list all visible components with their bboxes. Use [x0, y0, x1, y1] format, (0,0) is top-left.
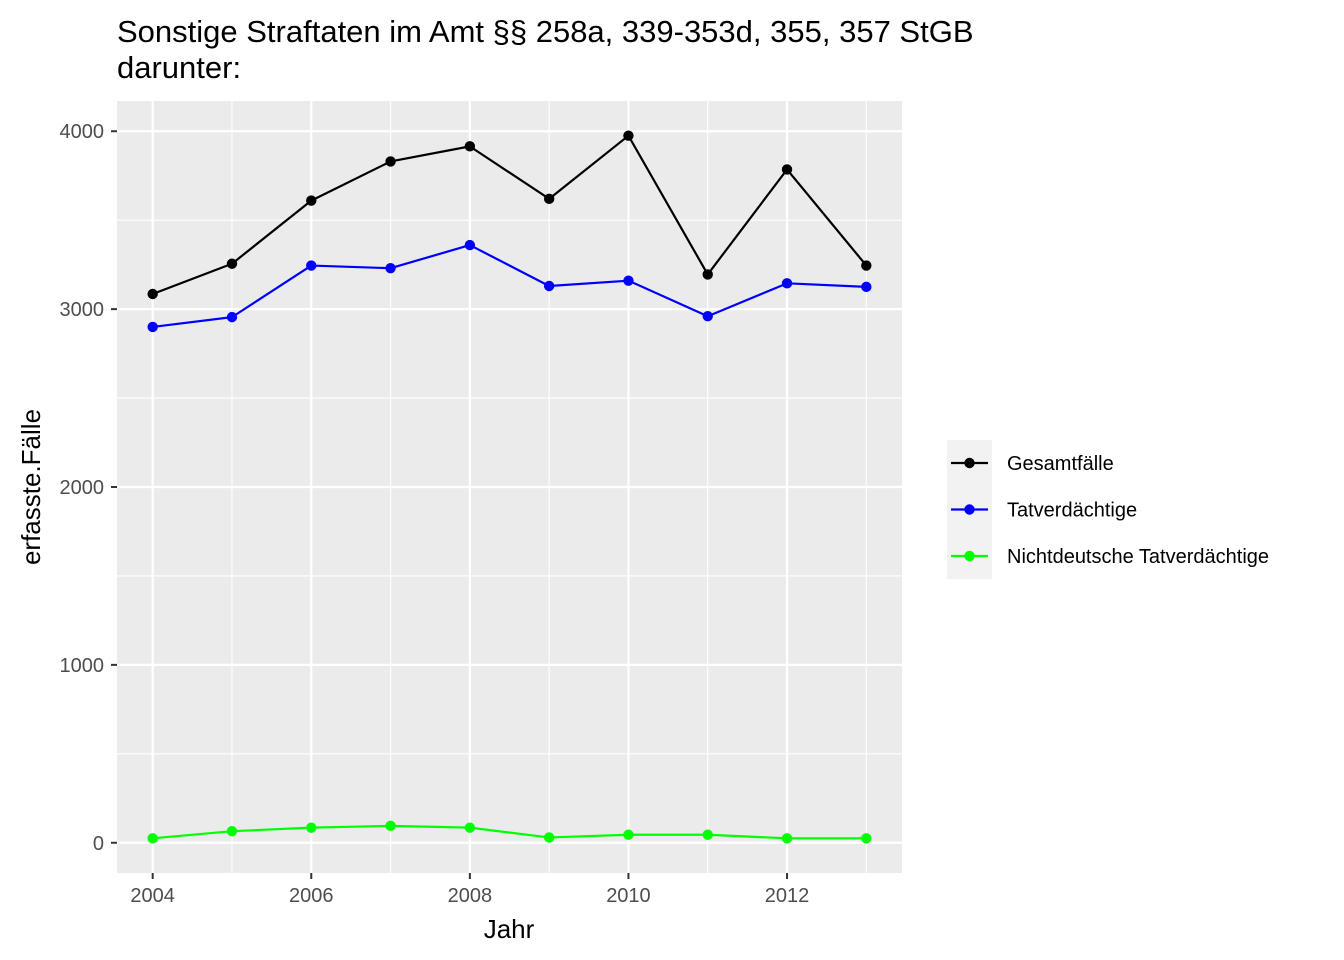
data-point-series-2: [226, 311, 238, 323]
data-point-series-1: [147, 288, 158, 300]
data-point-series-3: [385, 820, 396, 832]
legend-key-point-1: [964, 457, 975, 469]
data-point-series-2: [385, 263, 396, 274]
data-point-series-3: [702, 829, 713, 840]
data-point-series-2: [781, 278, 793, 289]
data-point-series-2: [702, 311, 713, 322]
x-tick-label: 2008: [448, 885, 493, 907]
data-point-series-3: [623, 829, 634, 840]
chart-title: Sonstige Straftaten im Amt §§ 258a, 339-…: [117, 14, 974, 49]
legend-key-point-3: [964, 550, 975, 562]
data-point-series-1: [385, 156, 396, 167]
data-point-series-1: [781, 164, 793, 175]
data-point-series-1: [861, 260, 872, 271]
x-tick-label: 2010: [606, 885, 651, 907]
axis-ticks: [111, 130, 789, 879]
data-point-series-2: [464, 239, 476, 251]
legend-label-1: Gesamtfälle: [1007, 453, 1114, 475]
x-tick-label: 2004: [130, 885, 175, 907]
data-point-series-1: [623, 130, 634, 141]
chart-subtitle: darunter:: [117, 50, 241, 85]
data-point-series-3: [306, 822, 317, 833]
data-point-series-1: [464, 141, 476, 152]
data-point-series-3: [464, 822, 476, 833]
data-point-series-2: [306, 260, 317, 271]
y-tick-label: 0: [93, 833, 104, 855]
y-tick-label: 1000: [60, 655, 105, 677]
legend: Gesamtfälle Tatverdächtige Nichtdeutsche T…: [947, 440, 1269, 579]
legend-label-2: Tatverdächtige: [1007, 500, 1137, 522]
data-point-series-3: [781, 833, 793, 844]
x-axis-title: Jahr: [484, 914, 535, 944]
data-point-series-2: [623, 275, 634, 286]
legend-key-point-2: [964, 504, 975, 515]
data-point-series-1: [226, 258, 238, 269]
data-point-series-2: [147, 321, 158, 333]
series-line-1: [152, 134, 868, 296]
legend-label-3: Nichtdeutsche Tatverdächtige: [1007, 546, 1269, 568]
x-tick-label: 2012: [765, 885, 810, 907]
y-tick-label: 3000: [60, 299, 105, 321]
data-point-series-3: [226, 825, 238, 837]
series-layer: [147, 130, 872, 844]
data-point-series-2: [543, 280, 555, 292]
y-tick-label: 2000: [60, 477, 105, 499]
data-point-series-3: [861, 833, 872, 844]
data-point-series-3: [543, 832, 555, 843]
tick-labels: 2004 2006 2008 2010 2012 0 1000 2000 3000 4000: [60, 121, 810, 907]
data-point-series-1: [702, 269, 713, 280]
data-point-series-1: [306, 195, 317, 206]
series-line-2: [152, 243, 867, 329]
y-axis-title: erfasste.Fälle: [16, 409, 46, 565]
data-point-series-1: [543, 193, 555, 205]
series-line-3: [152, 824, 867, 840]
y-tick-label: 4000: [60, 121, 105, 143]
data-point-series-2: [861, 281, 872, 293]
major-gridlines: [117, 101, 902, 873]
data-point-series-3: [147, 833, 158, 844]
x-tick-label: 2006: [289, 885, 334, 907]
